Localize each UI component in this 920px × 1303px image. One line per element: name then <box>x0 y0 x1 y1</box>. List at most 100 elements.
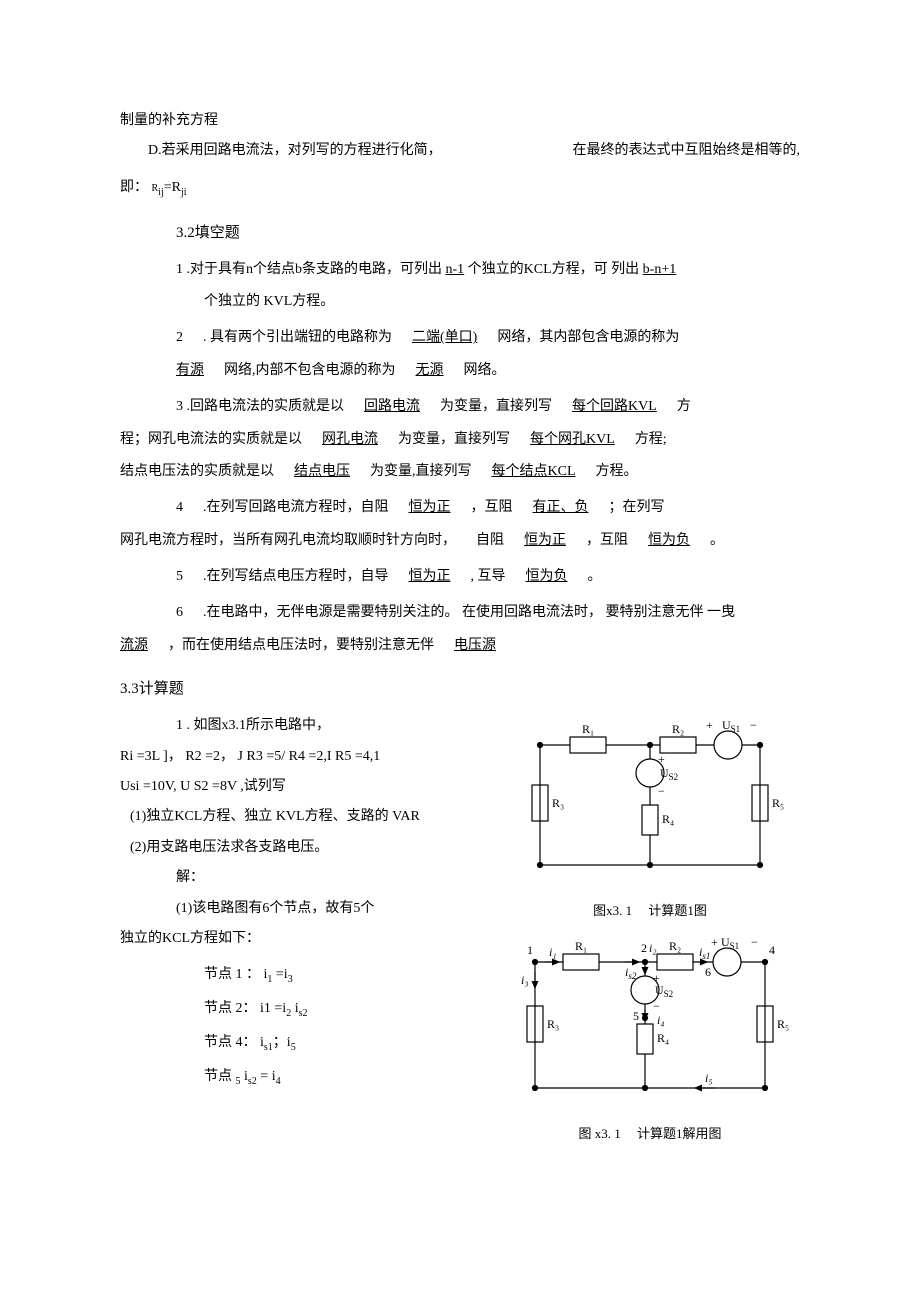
svg-text:US1: US1 <box>722 718 740 734</box>
q5c: , 互导 <box>471 566 506 588</box>
frag-top-line2b: 在最终的表达式中互阻始终是相等的, <box>573 140 801 162</box>
q1a: 1 .对于具有n个结点b条支路的电路，可列出 <box>176 262 446 277</box>
q32-2: 2 . 具有两个引出端钮的电路称为 二端(单口) 网络，其内部包含电源的称为 有… <box>120 327 800 382</box>
q4b: .在列写回路电流方程时，自阻 <box>203 497 389 519</box>
f2-us1p: + <box>711 935 718 949</box>
section-3-2-title: 3.2填空题 <box>176 221 800 245</box>
n4f: 4 <box>276 1076 281 1087</box>
q33-sol1b: 独立的KCL方程如下： <box>120 928 490 950</box>
f2-is1s: s1 <box>702 951 710 961</box>
f2-i3: i₃ <box>521 973 529 987</box>
f2-n2: 2 <box>641 941 647 955</box>
q5d: 。 <box>588 566 602 588</box>
n3d: 5 <box>291 1042 296 1053</box>
q4g: ，互阻 <box>586 530 628 552</box>
q2a: 2 <box>176 327 183 349</box>
f2-n5: 5 <box>633 1009 639 1023</box>
q4d: ；在列写 <box>609 497 665 519</box>
q5a: 5 <box>176 566 183 588</box>
q4a: 4 <box>176 497 183 519</box>
q6a: 6 <box>176 602 183 624</box>
f2-r4: R₄ <box>657 1031 669 1045</box>
f2-us1m: − <box>751 935 758 949</box>
q1b: 个独立的KCL方程，可 列出 <box>468 262 643 277</box>
n4c: i <box>241 1069 248 1084</box>
q2u1: 二端(单口) <box>412 327 477 349</box>
q1u2: b-n+1 <box>643 262 677 277</box>
f2-n4: 4 <box>769 943 775 957</box>
n2c: i <box>291 1001 298 1016</box>
f2-us2m: − <box>653 999 660 1013</box>
q4u1: 恒为正 <box>409 497 451 519</box>
f2-r5: R₅ <box>777 1017 789 1031</box>
q6b: .在电路中，无伴电源是需要特别关注的。 在使用回路电流法时， 要特别注意无伴 一… <box>203 602 735 624</box>
f1-us2: U <box>660 766 669 780</box>
n4d: s2 <box>248 1076 257 1087</box>
q3u3: 网孔电流 <box>322 429 378 451</box>
svg-text:US1: US1 <box>721 935 739 951</box>
n3a: 节点 4： i <box>204 1035 264 1050</box>
frag-t3e: ji <box>181 187 187 198</box>
f2-r2: R₂ <box>669 939 681 953</box>
f1-cap-b: 计算题1图 <box>648 903 707 918</box>
n1c: =i <box>272 967 287 982</box>
q33-sol: 解： <box>120 867 490 889</box>
q3d: 程；网孔电流法的实质就是以 <box>120 429 302 451</box>
frag-t3a: 即： <box>120 180 148 195</box>
q3g: 结点电压法的实质就是以 <box>120 461 274 483</box>
f1-us1p: + <box>706 718 713 732</box>
q2d: 网络,内部不包含电源的称为 <box>224 360 396 382</box>
q3u1: 回路电流 <box>364 396 420 418</box>
q5b: .在列写结点电压方程时，自导 <box>203 566 389 588</box>
svg-text:is1: is1 <box>699 945 710 961</box>
n3c: ；i <box>273 1035 291 1050</box>
q3a: 3 .回路电流法的实质就是以 <box>176 396 344 418</box>
circuit-diagram-2: 1 2 4 5 6 R₁ R₂ R₃ R₄ R₅ i₁ i₂ i₃ i₄ i₅ … <box>505 928 795 1118</box>
f1-r5: R₅ <box>772 796 784 810</box>
svg-text:is2: is2 <box>625 965 637 981</box>
f2-n6: 6 <box>705 965 711 979</box>
f2-i1: i₁ <box>549 945 557 959</box>
frag-top-line2a: D.若采用回路电流法，对列写的方程进行化简， <box>120 140 442 162</box>
q4e: 网孔电流方程时，当所有网孔电流均取顺时针方向时， <box>120 530 456 552</box>
q6u2: 电压源 <box>454 635 496 657</box>
n4e: = i <box>257 1069 276 1084</box>
q4f: 自阻 <box>476 530 504 552</box>
q4u4: 恒为负 <box>648 530 690 552</box>
q32-3: 3 .回路电流法的实质就是以 回路电流 为变量，直接列写 每个回路KVL 方 程… <box>120 396 800 483</box>
q3i: 方程。 <box>596 461 638 483</box>
f2-r3: R₃ <box>547 1017 559 1031</box>
q5u1: 恒为正 <box>409 566 451 588</box>
n2a: 节点 2： i1 =i <box>204 1001 286 1016</box>
n1a: 节点 1 ： i <box>204 967 267 982</box>
f1-us2m: − <box>658 784 665 798</box>
q4c: ，互阻 <box>471 497 513 519</box>
f1-us2s: S2 <box>669 772 679 782</box>
q2c: 网络，其内部包含电源的称为 <box>497 327 679 349</box>
n1d: 3 <box>288 974 293 985</box>
f2-us2: U <box>655 983 664 997</box>
q3c: 方 <box>677 396 691 418</box>
f1-us1s: S1 <box>731 724 741 734</box>
f2-us2s: S2 <box>664 989 674 999</box>
frag-top-line3: 即： Rij=Rji <box>120 177 800 201</box>
f2-is2s: s2 <box>628 971 637 981</box>
svg-text:US2: US2 <box>660 766 678 782</box>
q3e: 为变量，直接列写 <box>398 429 510 451</box>
f1-r3: R₃ <box>552 796 564 810</box>
q3u6: 每个结点KCL <box>492 461 576 483</box>
q5u2: 恒为负 <box>526 566 568 588</box>
frag-t3d: =R <box>164 180 181 195</box>
frag-top-line1: 制量的补充方程 <box>120 110 800 132</box>
q1c: 个独立的 KVL方程。 <box>204 294 334 309</box>
q3f: 方程; <box>635 429 667 451</box>
q4h: 。 <box>710 530 724 552</box>
q2u3: 无源 <box>416 360 444 382</box>
q33-sub1: (1)独立KCL方程、独立 KVL方程、支路的 VAR <box>130 806 490 828</box>
q32-6: 6 .在电路中，无伴电源是需要特别关注的。 在使用回路电流法时， 要特别注意无伴… <box>120 602 800 657</box>
f2-i4: i₄ <box>657 1013 665 1027</box>
q6c: ，而在使用结点电压法时，要特别注意无伴 <box>168 635 434 657</box>
f2-cap-a: 图 x3. 1 <box>578 1126 620 1141</box>
q4u3: 恒为正 <box>524 530 566 552</box>
f1-us1m: − <box>750 718 757 732</box>
